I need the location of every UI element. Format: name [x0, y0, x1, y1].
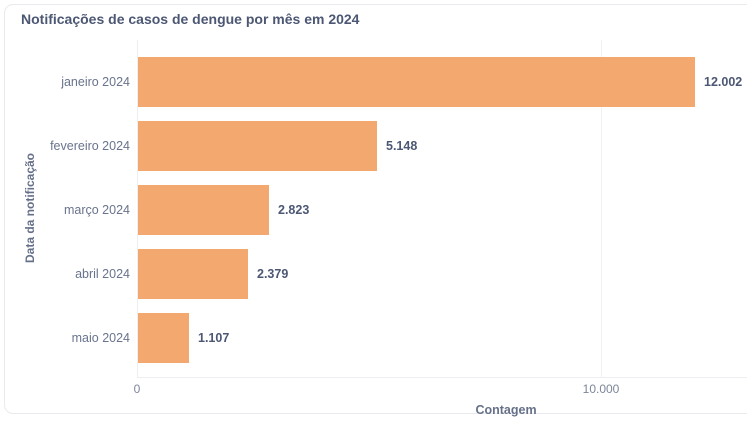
y-category-label: maio 2024: [71, 331, 130, 345]
y-axis-line: [137, 40, 138, 377]
bar-fevereiro[interactable]: [138, 121, 377, 171]
x-axis-title: Contagem: [475, 403, 537, 417]
bar-maio[interactable]: [138, 313, 189, 363]
x-tick-label: 0: [133, 382, 141, 396]
x-tick-label: 10.000: [582, 382, 620, 396]
bar-janeiro[interactable]: [138, 57, 695, 107]
value-label: 1.107: [198, 331, 230, 345]
x-axis-line: [137, 377, 747, 378]
gridline: [601, 40, 602, 377]
y-category-label: abril 2024: [75, 267, 130, 281]
value-label: 12.002: [704, 75, 743, 89]
value-label: 2.823: [278, 203, 310, 217]
y-category-label: março 2024: [63, 203, 130, 217]
value-label: 2.379: [257, 267, 289, 281]
bar-março[interactable]: [138, 185, 269, 235]
y-category-label: fevereiro 2024: [50, 139, 130, 153]
bar-abril[interactable]: [138, 249, 248, 299]
chart-title: Notificações de casos de dengue por mês …: [21, 11, 360, 27]
y-category-label: janeiro 2024: [61, 75, 130, 89]
value-label: 5.148: [386, 139, 418, 153]
